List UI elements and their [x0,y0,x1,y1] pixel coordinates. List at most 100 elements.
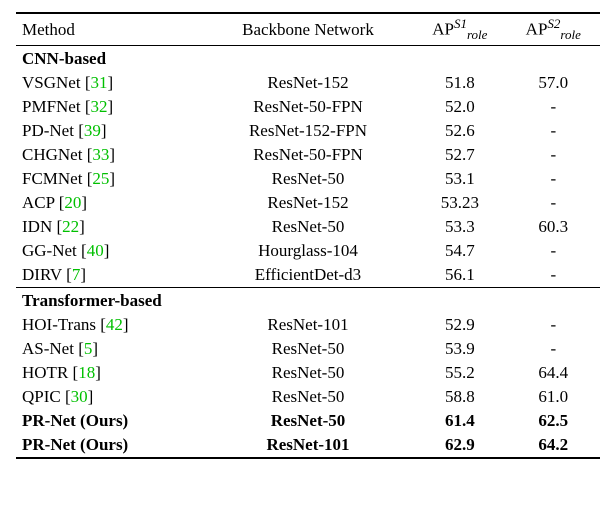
method-cell: PMFNet [32] [16,95,203,119]
method-name: VSGNet [22,73,81,92]
backbone-cell: ResNet-50 [203,385,413,409]
citation-number[interactable]: 39 [84,121,101,140]
citation-number[interactable]: 18 [78,363,95,382]
method-name: GG-Net [22,241,77,260]
table-row: GG-Net [40]Hourglass-10454.7- [16,239,600,263]
citation-number[interactable]: 33 [92,145,109,164]
ap-s1-cell: 53.9 [413,337,506,361]
ap-s1-cell: 52.0 [413,95,506,119]
header-ap-s1: APS1role [413,13,506,46]
ap-s2-cell: - [507,337,600,361]
method-cell: GG-Net [40] [16,239,203,263]
cite-bracket: ] [92,339,98,358]
ap-s1-cell: 54.7 [413,239,506,263]
ap-s1-cell: 56.1 [413,263,506,288]
method-cell: AS-Net [5] [16,337,203,361]
method-cell: IDN [22] [16,215,203,239]
citation-number[interactable]: 40 [87,241,104,260]
backbone-cell: ResNet-152 [203,191,413,215]
cite-bracket: ] [104,241,110,260]
method-name: HOTR [22,363,68,382]
ap-s1-cell: 58.8 [413,385,506,409]
header-method: Method [16,13,203,46]
citation-number[interactable]: 25 [92,169,109,188]
ap1-sub: role [467,27,487,42]
method-cell: ACP [20] [16,191,203,215]
backbone-cell: ResNet-101 [203,433,413,458]
ap2-sub: role [560,27,580,42]
backbone-cell: ResNet-152 [203,71,413,95]
citation-number[interactable]: 32 [91,97,108,116]
backbone-cell: ResNet-50-FPN [203,95,413,119]
section-header: Transformer-based [16,288,600,314]
backbone-cell: ResNet-50 [203,167,413,191]
table-row: PR-Net (Ours) ResNet-5061.462.5 [16,409,600,433]
table-row: VSGNet [31]ResNet-15251.857.0 [16,71,600,95]
table-row: HOTR [18]ResNet-5055.264.4 [16,361,600,385]
citation-number[interactable]: 20 [64,193,81,212]
method-name: AS-Net [22,339,74,358]
method-name: DIRV [22,265,62,284]
method-cell: CHGNet [33] [16,143,203,167]
ap-s2-cell: 57.0 [507,71,600,95]
ap-s1-cell: 53.1 [413,167,506,191]
cite-bracket: ] [109,145,115,164]
ap-s1-cell: 52.7 [413,143,506,167]
method-name: HOI-Trans [22,315,96,334]
ap-s2-cell: - [507,239,600,263]
method-name: PD-Net [22,121,74,140]
citation-number[interactable]: 42 [106,315,123,334]
ap-s1-cell: 55.2 [413,361,506,385]
table-row: IDN [22]ResNet-5053.360.3 [16,215,600,239]
ap-s2-cell: - [507,95,600,119]
method-name: QPIC [22,387,61,406]
backbone-cell: ResNet-101 [203,313,413,337]
cite-bracket: ] [81,193,87,212]
ap-s2-cell: 61.0 [507,385,600,409]
cite-bracket: ] [79,217,85,236]
ap-s2-cell: 60.3 [507,215,600,239]
section-header: CNN-based [16,46,600,72]
ap2-sup: S2 [547,16,560,31]
ap-s2-cell: - [507,143,600,167]
method-name: PR-Net (Ours) [22,411,128,430]
backbone-cell: ResNet-50-FPN [203,143,413,167]
ap-s1-cell: 61.4 [413,409,506,433]
method-cell: DIRV [7] [16,263,203,288]
section-title: CNN-based [16,46,600,72]
method-name: PMFNet [22,97,81,116]
ap-s2-cell: 62.5 [507,409,600,433]
method-cell: VSGNet [31] [16,71,203,95]
table-row: CHGNet [33]ResNet-50-FPN52.7- [16,143,600,167]
table-body: CNN-basedVSGNet [31]ResNet-15251.857.0PM… [16,46,600,459]
method-cell: HOI-Trans [42] [16,313,203,337]
method-name: PR-Net (Ours) [22,435,128,454]
method-cell: PR-Net (Ours) [16,409,203,433]
cite-bracket: ] [108,97,114,116]
cite-bracket: ] [101,121,107,140]
ap-s2-cell: - [507,263,600,288]
results-table: Method Backbone Network APS1role APS2rol… [16,12,600,459]
header-ap-s2: APS2role [507,13,600,46]
backbone-cell: Hourglass-104 [203,239,413,263]
section-title: Transformer-based [16,288,600,314]
cite-bracket: ] [109,169,115,188]
citation-number[interactable]: 22 [62,217,79,236]
header-row: Method Backbone Network APS1role APS2rol… [16,13,600,46]
ap-s1-cell: 51.8 [413,71,506,95]
citation-number[interactable]: 31 [90,73,107,92]
ap-s2-cell: - [507,191,600,215]
table-row: AS-Net [5]ResNet-5053.9- [16,337,600,361]
ap-s2-cell: - [507,313,600,337]
table-row: PD-Net [39]ResNet-152-FPN52.6- [16,119,600,143]
ap-s2-cell: 64.2 [507,433,600,458]
method-cell: QPIC [30] [16,385,203,409]
table-row: ACP [20]ResNet-15253.23- [16,191,600,215]
citation-number[interactable]: 30 [71,387,88,406]
method-name: CHGNet [22,145,82,164]
backbone-cell: ResNet-50 [203,337,413,361]
method-name: IDN [22,217,52,236]
backbone-cell: ResNet-50 [203,409,413,433]
ap-s1-cell: 52.6 [413,119,506,143]
cite-bracket: ] [80,265,86,284]
